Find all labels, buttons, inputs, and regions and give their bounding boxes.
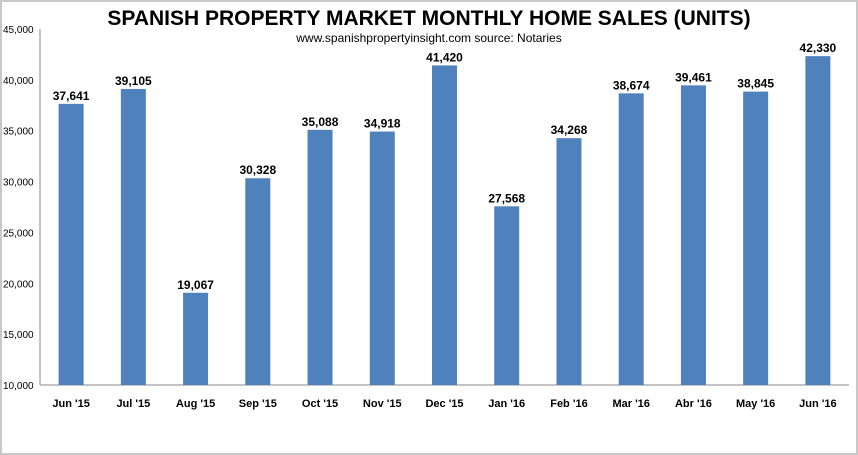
bar	[369, 131, 395, 385]
x-tick-label: Dec '15	[425, 398, 463, 410]
x-tick-label: Jun '15	[52, 398, 89, 410]
bar	[307, 129, 333, 385]
data-label: 34,918	[364, 117, 401, 131]
y-tick-label: 15,000	[3, 330, 34, 341]
data-label: 19,067	[177, 278, 214, 292]
x-tick-label: May '16	[736, 398, 775, 410]
y-tick-label: 25,000	[3, 228, 34, 239]
x-tick-label: Feb '16	[550, 398, 587, 410]
y-tick-label: 10,000	[3, 381, 34, 392]
bar	[58, 103, 84, 386]
bar	[494, 206, 520, 385]
data-label: 37,641	[53, 89, 90, 103]
data-label: 39,105	[115, 74, 152, 88]
data-label: 34,268	[551, 123, 588, 137]
data-label: 38,845	[737, 77, 774, 91]
chart-title: SPANISH PROPERTY MARKET MONTHLY HOME SAL…	[107, 7, 751, 30]
x-tick-label: Aug '15	[176, 398, 215, 410]
x-tick-label: Nov '15	[363, 398, 402, 410]
data-label: 42,330	[800, 41, 837, 55]
bar	[183, 292, 209, 385]
data-label: 30,328	[239, 163, 276, 177]
bar	[680, 85, 706, 386]
x-tick-label: Oct '15	[302, 398, 338, 410]
y-tick-label: 35,000	[3, 127, 34, 138]
bar	[432, 65, 457, 386]
data-label: 38,674	[613, 78, 650, 92]
bar	[805, 56, 831, 385]
x-tick-label: Jun '16	[799, 398, 836, 410]
data-label: 35,088	[302, 115, 339, 129]
y-tick-label: 40,000	[3, 76, 34, 87]
bar	[618, 93, 644, 386]
x-tick-label: Sep '15	[239, 398, 277, 410]
y-tick-label: 20,000	[3, 279, 34, 290]
bar	[245, 178, 271, 385]
bar	[556, 138, 582, 385]
x-tick-label: Jan '16	[488, 398, 525, 410]
data-label: 39,461	[675, 70, 712, 84]
bar	[743, 91, 769, 386]
data-label: 41,420	[426, 50, 463, 64]
bar	[120, 88, 146, 385]
chart-subtitle: www.spanishpropertyinsight.com source: N…	[296, 31, 562, 45]
data-label: 27,568	[488, 191, 525, 205]
x-tick-label: Jul '15	[116, 398, 150, 410]
x-tick-label: Abr '16	[675, 398, 712, 410]
x-tick-label: Mar '16	[612, 398, 649, 410]
y-tick-label: 45,000	[3, 25, 34, 36]
y-tick-label: 30,000	[3, 178, 34, 189]
